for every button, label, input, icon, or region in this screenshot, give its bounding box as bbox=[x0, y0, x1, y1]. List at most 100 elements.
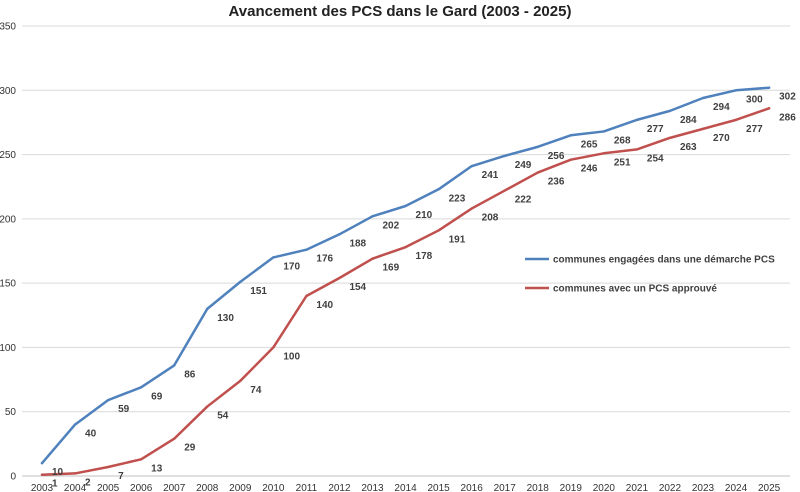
legend-label: communes engagées dans une démarche PCS bbox=[553, 255, 775, 266]
data-label: 13 bbox=[151, 463, 163, 474]
x-tick-label: 2016 bbox=[461, 483, 484, 492]
x-tick-label: 2007 bbox=[163, 483, 186, 492]
y-tick-label: 150 bbox=[0, 279, 16, 290]
data-point bbox=[668, 136, 672, 140]
data-point bbox=[40, 473, 44, 476]
data-point bbox=[635, 118, 639, 122]
data-label: 251 bbox=[614, 157, 631, 168]
chart-title: Avancement des PCS dans le Gard (2003 - … bbox=[229, 3, 572, 20]
data-label: 208 bbox=[482, 213, 499, 224]
data-label: 294 bbox=[713, 102, 730, 113]
data-point bbox=[404, 204, 407, 208]
data-point bbox=[536, 145, 539, 149]
x-tick-label: 2014 bbox=[394, 483, 417, 492]
x-tick-label: 2011 bbox=[296, 483, 318, 492]
data-point bbox=[106, 398, 110, 402]
data-label: 130 bbox=[217, 313, 234, 324]
data-point bbox=[569, 158, 572, 161]
data-label: 151 bbox=[250, 286, 267, 297]
data-point bbox=[503, 189, 506, 192]
data-point bbox=[767, 107, 771, 110]
data-label: 191 bbox=[449, 234, 466, 245]
gridlines bbox=[22, 25, 790, 413]
data-label: 265 bbox=[581, 139, 598, 150]
data-label: 256 bbox=[548, 151, 565, 162]
data-point bbox=[305, 248, 308, 251]
data-label: 236 bbox=[548, 177, 565, 188]
data-label: 210 bbox=[416, 210, 433, 221]
data-point bbox=[701, 96, 705, 100]
data-point bbox=[701, 127, 705, 131]
data-point bbox=[602, 152, 606, 155]
y-tick-label: 300 bbox=[0, 86, 16, 97]
data-point bbox=[536, 171, 539, 174]
data-label: 7 bbox=[118, 471, 124, 482]
y-tick-label: 100 bbox=[0, 343, 16, 354]
data-point bbox=[338, 233, 341, 236]
series-line-engaged bbox=[40, 86, 771, 465]
data-point bbox=[470, 164, 473, 168]
data-point bbox=[470, 207, 473, 210]
data-label: 170 bbox=[283, 261, 300, 272]
x-tick-label: 2008 bbox=[196, 483, 219, 492]
data-point bbox=[239, 280, 242, 284]
data-point bbox=[371, 257, 374, 260]
y-tick-label: 50 bbox=[5, 407, 17, 418]
data-label: 284 bbox=[680, 115, 697, 126]
data-point bbox=[239, 379, 242, 383]
data-point bbox=[503, 154, 506, 158]
data-point bbox=[371, 215, 374, 218]
data-label: 254 bbox=[647, 153, 664, 164]
x-tick-label: 2023 bbox=[692, 483, 715, 492]
legend: communes engagées dans une démarche PCS c… bbox=[525, 255, 775, 295]
axes: 0 50 100 150 200 250 300 350 2003 2004 2005 2006 200… bbox=[0, 22, 790, 492]
data-label: 10 bbox=[52, 467, 64, 478]
data-point bbox=[173, 437, 176, 440]
data-label: 59 bbox=[118, 404, 130, 415]
data-point bbox=[602, 130, 606, 133]
data-point bbox=[272, 256, 275, 259]
data-point bbox=[206, 405, 209, 408]
data-label: 54 bbox=[217, 411, 229, 422]
x-tick-label: 2010 bbox=[262, 483, 285, 492]
x-tick-label: 2004 bbox=[64, 483, 87, 492]
y-tick-label: 250 bbox=[0, 150, 16, 161]
x-tick-label: 2019 bbox=[560, 483, 583, 492]
x-tick-label: 2006 bbox=[130, 483, 153, 492]
data-label: 29 bbox=[184, 443, 196, 454]
x-tick-label: 2012 bbox=[328, 483, 351, 492]
data-point bbox=[734, 118, 738, 122]
x-tick-label: 2022 bbox=[659, 483, 682, 492]
data-point bbox=[173, 364, 176, 367]
data-labels: 10 40 59 69 86 130 151 170 176 188 202 210 223 241 249… bbox=[52, 92, 796, 490]
data-point bbox=[40, 461, 44, 465]
x-tick-label: 2017 bbox=[494, 483, 517, 492]
data-point bbox=[404, 245, 407, 249]
data-label: 222 bbox=[515, 195, 532, 206]
data-point bbox=[139, 458, 143, 461]
data-point bbox=[305, 294, 308, 298]
data-label: 277 bbox=[746, 124, 763, 135]
data-label: 277 bbox=[647, 124, 664, 135]
data-label: 241 bbox=[482, 170, 499, 181]
data-point bbox=[767, 86, 771, 89]
x-tick-label: 2021 bbox=[626, 483, 649, 492]
data-label: 176 bbox=[316, 254, 333, 265]
data-label: 74 bbox=[250, 385, 262, 396]
y-tick-label: 0 bbox=[10, 472, 16, 483]
data-point bbox=[73, 423, 77, 426]
data-label: 270 bbox=[713, 133, 730, 144]
data-point bbox=[437, 188, 440, 191]
x-tick-label: 2005 bbox=[97, 483, 120, 492]
data-label: 302 bbox=[779, 92, 796, 103]
x-tick-label: 2024 bbox=[725, 483, 748, 492]
data-label: 86 bbox=[184, 369, 196, 380]
data-point bbox=[668, 109, 672, 113]
y-tick-label: 200 bbox=[0, 214, 16, 225]
x-tick-label: 2009 bbox=[229, 483, 252, 492]
data-label: 154 bbox=[349, 282, 366, 293]
data-point bbox=[635, 148, 639, 151]
data-label: 249 bbox=[515, 160, 532, 171]
data-label: 286 bbox=[779, 112, 796, 123]
